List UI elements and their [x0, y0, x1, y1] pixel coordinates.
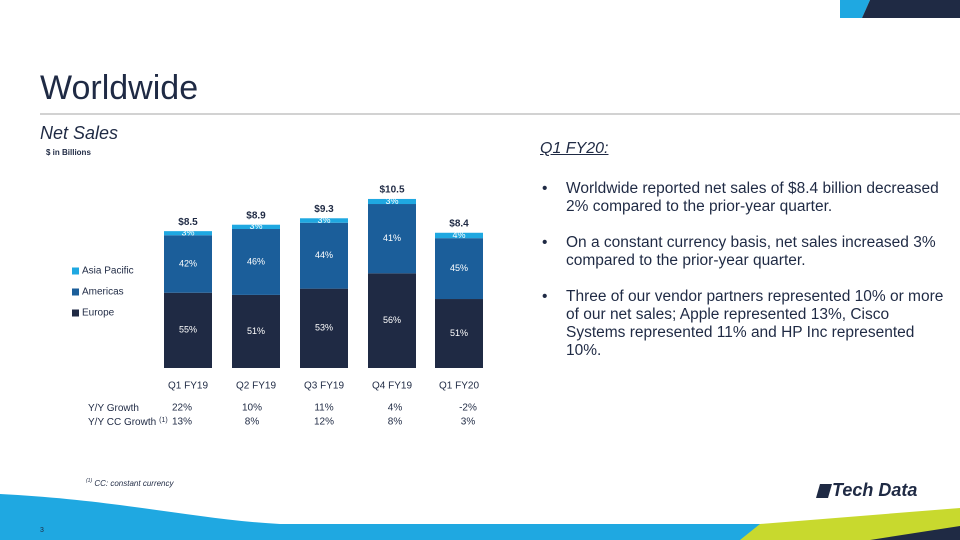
bar-segment: [232, 224, 280, 230]
bar-segment: [300, 218, 348, 223]
segment-label: 3%: [317, 215, 330, 225]
bullet: On a constant currency basis, net sales …: [540, 234, 950, 270]
bar-segment: [435, 299, 483, 368]
total-label: $8.9: [246, 210, 266, 221]
corner-accent: [840, 0, 870, 18]
logo-icon: [816, 484, 832, 498]
x-tick-label: Q2 FY19: [236, 381, 276, 392]
logo: Tech Data: [832, 480, 917, 500]
growth-value: 8%: [245, 417, 260, 428]
growth-value: 12%: [314, 417, 334, 428]
total-label: $10.5: [379, 185, 404, 196]
legend-label: Asia Pacific: [82, 266, 134, 277]
bar-segment: [368, 204, 416, 274]
bar-segment: [300, 288, 348, 368]
growth-value: 11%: [314, 403, 333, 414]
chart-title: Net Sales: [40, 123, 118, 143]
segment-label: 3%: [249, 221, 262, 231]
bar-segment: [164, 292, 212, 368]
growth-value: 3%: [461, 417, 476, 428]
segment-label: 45%: [450, 263, 468, 273]
segment-label: 41%: [383, 233, 401, 243]
segment-label: 51%: [450, 328, 468, 338]
row-label: Y/Y Growth: [88, 403, 139, 414]
footnote: (1) CC: constant currency: [86, 478, 175, 488]
x-tick-label: Q3 FY19: [304, 381, 344, 392]
bar-segment: [300, 222, 348, 289]
row-label-text: Y/Y CC Growth: [88, 417, 156, 428]
segment-label: 53%: [315, 323, 333, 333]
segment-label: 4%: [452, 230, 465, 240]
x-tick-label: Q1 FY19: [168, 381, 208, 392]
segment-label: 3%: [181, 228, 194, 238]
footnote-text: CC: constant currency: [94, 479, 174, 488]
segment-label: 51%: [247, 326, 265, 336]
bar-segment: [232, 294, 280, 368]
segment-label: 44%: [315, 250, 333, 260]
growth-value: 10%: [242, 403, 262, 414]
bar-segment: [164, 235, 212, 293]
page-number: 3: [40, 527, 44, 534]
x-tick-label: Q1 FY20: [439, 381, 479, 392]
bar-segment: [368, 198, 416, 205]
bullet: Worldwide reported net sales of $8.4 bil…: [540, 180, 950, 216]
segment-label: 42%: [179, 258, 197, 268]
segment-label: 55%: [179, 325, 197, 335]
bar-segment: [232, 229, 280, 295]
footer-accent: [740, 508, 960, 540]
bullet: Three of our vendor partners represented…: [540, 288, 950, 360]
growth-value: 13%: [172, 417, 192, 428]
bar-segment: [435, 232, 483, 239]
growth-value: 4%: [388, 403, 403, 414]
row-label: Y/Y CC Growth (1): [88, 417, 168, 428]
row-note: (1): [159, 417, 168, 424]
growth-value: -2%: [459, 403, 477, 414]
segment-label: 3%: [385, 196, 398, 206]
segment-label: 56%: [383, 315, 401, 325]
legend-swatch: [72, 267, 79, 275]
legend-label: Americas: [82, 287, 124, 298]
bar-segment: [164, 231, 212, 236]
legend-label: Europe: [82, 308, 115, 319]
x-tick-label: Q4 FY19: [372, 381, 412, 392]
bar-segment: [435, 238, 483, 300]
footnote-mark: (1): [86, 478, 92, 484]
summary: Q1 FY20: Worldwide reported net sales of…: [540, 140, 950, 378]
growth-value: 8%: [388, 417, 403, 428]
growth-value: 22%: [172, 403, 192, 414]
segment-label: 46%: [247, 256, 265, 266]
bullet-list: Worldwide reported net sales of $8.4 bil…: [540, 180, 950, 360]
chart-subtitle: $ in Billions: [46, 148, 91, 157]
total-label: $8.4: [449, 218, 469, 229]
legend-swatch: [72, 288, 79, 296]
row-label-text: Y/Y Growth: [88, 403, 139, 414]
total-label: $9.3: [314, 204, 334, 215]
corner-accent: [862, 0, 960, 18]
slide-title: Worldwide: [40, 69, 198, 107]
footer-wave: [0, 494, 960, 540]
total-label: $8.5: [178, 217, 198, 228]
footer-accent: [870, 526, 960, 540]
legend-swatch: [72, 309, 79, 317]
bar-segment: [368, 273, 416, 368]
summary-heading: Q1 FY20:: [540, 140, 609, 157]
